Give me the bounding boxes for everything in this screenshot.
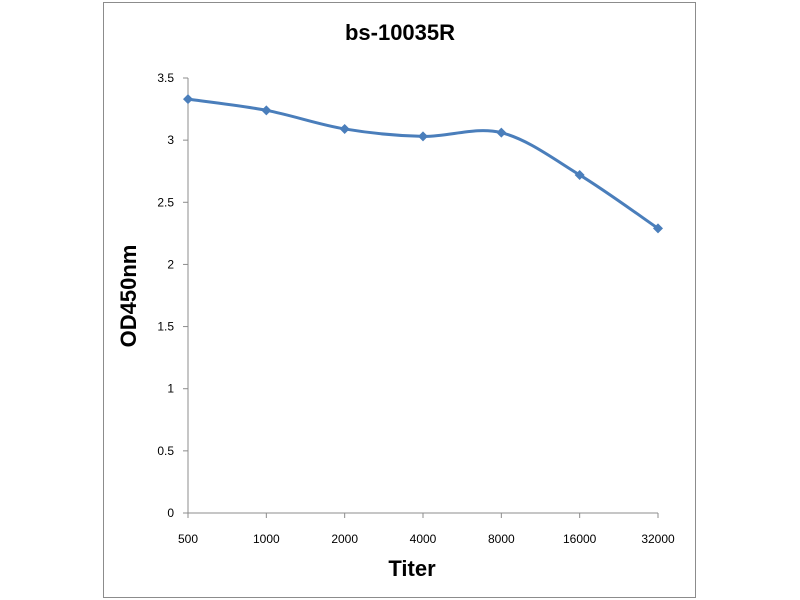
y-tick-label: 2.5: [157, 195, 174, 209]
chart-title: bs-10035R: [345, 20, 455, 45]
y-tick-label: 3: [167, 133, 174, 147]
series-line: [187, 97, 659, 230]
x-tick-label: 32000: [641, 532, 675, 546]
x-tick-label: 8000: [488, 532, 515, 546]
data-point-marker: [183, 94, 193, 105]
x-tick-label: 2000: [331, 532, 358, 546]
x-tick-label: 500: [178, 532, 198, 546]
y-tick-label: 1: [167, 382, 174, 396]
x-tick-label: 4000: [410, 532, 437, 546]
y-tick-label: 2: [167, 257, 174, 271]
data-point-marker: [496, 127, 507, 138]
y-tick-label: 0: [167, 506, 174, 520]
x-tick-label: 1000: [253, 532, 280, 546]
x-tick-label: 16000: [563, 532, 597, 546]
data-point-marker: [339, 123, 350, 134]
y-axis-title: OD450nm: [116, 245, 141, 348]
y-tick-label: 3.5: [157, 71, 174, 85]
y-tick-label: 0.5: [157, 444, 174, 458]
data-point-marker: [418, 131, 428, 142]
data-point-marker: [261, 105, 272, 116]
x-axis-title: Titer: [388, 556, 436, 581]
plot-area: 0 0.5 1 1.5 2 2.5 3 3.5 500 1000 2000 4000 8000 16000…: [157, 71, 675, 546]
data-point-marker: [653, 223, 663, 234]
data-point-marker: [574, 169, 585, 180]
y-tick-label: 1.5: [157, 320, 174, 334]
